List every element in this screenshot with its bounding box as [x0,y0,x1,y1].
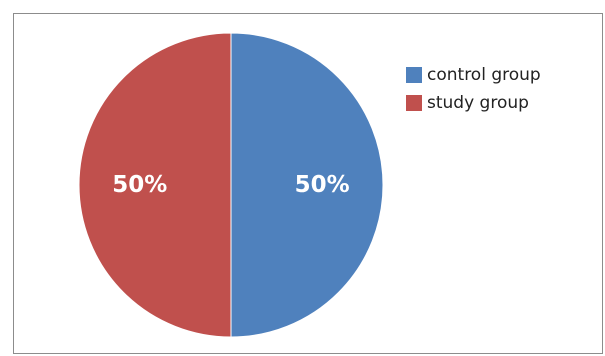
pie-slice-control-group [230,32,384,338]
pie-slices [78,32,384,338]
legend-label-study-group: study group [427,93,529,113]
legend-item-control-group: control group [406,61,541,89]
chart-legend: control group study group [406,61,541,117]
data-label-study-group: 50% [112,172,167,198]
data-label-control-group: 50% [295,172,350,198]
chart-area: 50% 50% control group study group [13,13,603,354]
pie-chart: 50% 50% [78,32,384,338]
pie-slice-study-group [78,32,232,338]
legend-swatch-control-group [406,67,422,83]
pie-data-labels: 50% 50% [112,172,349,198]
legend-item-study-group: study group [406,89,541,117]
legend-label-control-group: control group [427,65,541,85]
legend-swatch-study-group [406,95,422,111]
